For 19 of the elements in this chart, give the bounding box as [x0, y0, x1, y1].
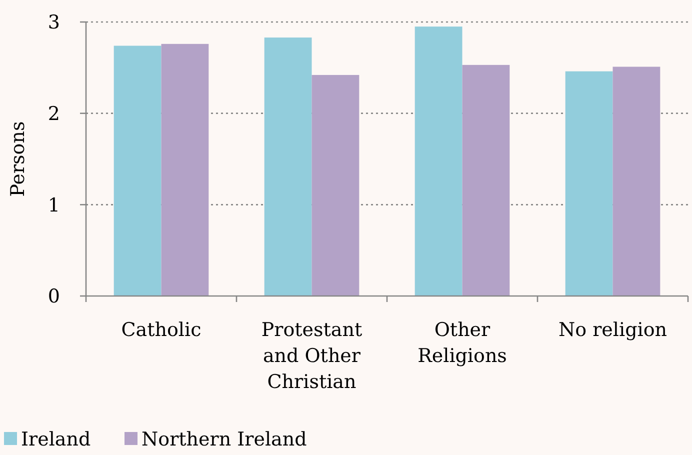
- bar: [565, 71, 613, 296]
- legend-label: Northern Ireland: [142, 428, 307, 451]
- y-tick-label: 2: [48, 102, 60, 125]
- x-tick-label: Other Religions: [418, 319, 507, 367]
- bar: [161, 44, 209, 296]
- legend-label: Ireland: [21, 428, 91, 451]
- y-tick-label: 1: [48, 194, 60, 216]
- y-axis-title: Persons: [7, 121, 29, 197]
- bar: [264, 38, 312, 296]
- y-tick-label: 0: [48, 286, 60, 308]
- x-tick-label: Protestant and Other Christian: [261, 319, 362, 393]
- bar: [414, 26, 462, 296]
- x-tick-label: No religion: [558, 319, 667, 341]
- bar: [312, 74, 360, 296]
- bar: [612, 66, 660, 296]
- bar: [114, 46, 162, 296]
- bar: [462, 64, 510, 296]
- y-tick-label: 3: [48, 12, 60, 34]
- x-tick-label: Catholic: [121, 319, 202, 341]
